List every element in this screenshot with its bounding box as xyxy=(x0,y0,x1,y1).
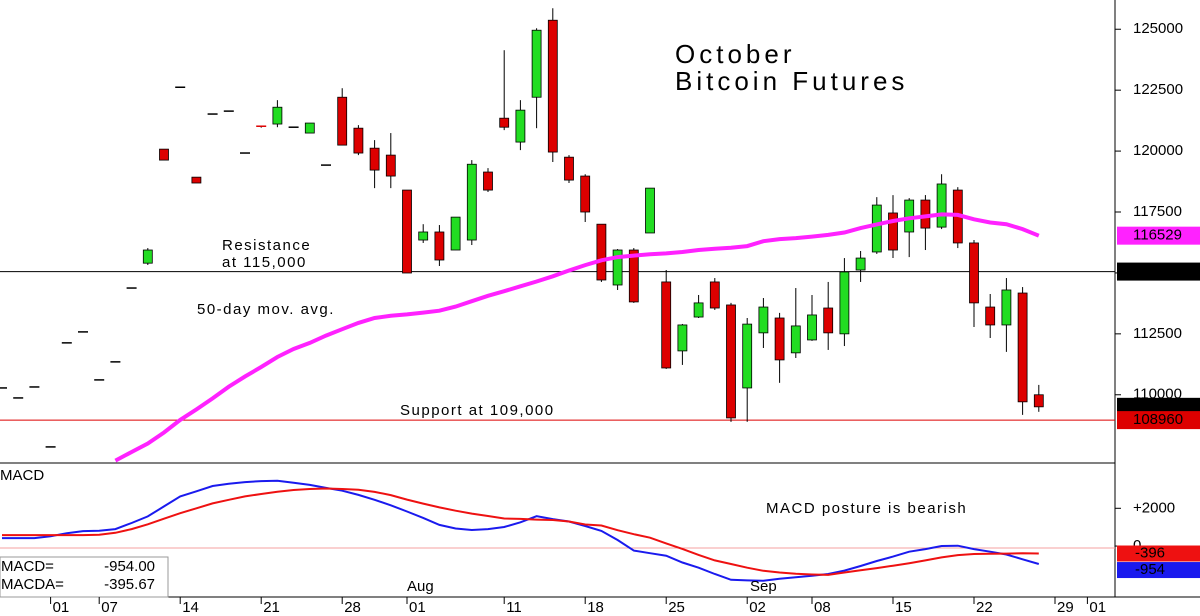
candle-body xyxy=(936,183,947,228)
annotation: Resistance xyxy=(222,237,311,254)
x-tick-label: 29 xyxy=(1057,599,1074,616)
candle-body xyxy=(564,156,574,181)
chart-title: October xyxy=(675,39,796,69)
x-tick-label: 18 xyxy=(587,599,604,616)
panel-title: MACD xyxy=(0,467,44,484)
x-tick-label: 01 xyxy=(53,599,70,616)
price-tag xyxy=(1117,226,1200,245)
y-tick-label: 120000 xyxy=(1133,142,1183,159)
candle-body xyxy=(855,257,866,271)
x-tick-label: 01 xyxy=(1089,599,1106,616)
candle-body xyxy=(807,314,817,341)
y-tick-label: 125000 xyxy=(1133,20,1183,37)
annotation: Support at 109,000 xyxy=(400,402,555,419)
candle-body xyxy=(628,249,639,303)
series-line xyxy=(2,479,1040,582)
chart-title: Bitcoin Futures xyxy=(675,66,908,96)
price-tag-label: 108960 xyxy=(1133,411,1183,428)
candle-body xyxy=(191,176,202,184)
candle-body xyxy=(888,212,898,251)
price-tag-label: 115055 xyxy=(1133,263,1182,280)
x-tick-label: 15 xyxy=(895,599,912,616)
candle-body xyxy=(304,122,315,134)
candle-body xyxy=(612,249,623,286)
candle-body xyxy=(790,325,801,354)
candle-body xyxy=(839,271,850,335)
candle-body xyxy=(596,223,607,281)
candle-body xyxy=(661,281,672,369)
x-tick-label: 11 xyxy=(506,599,522,616)
ma-label: 50-day mov. avg. xyxy=(197,301,335,318)
candle-body xyxy=(742,323,753,389)
y-tick-label: +2000 xyxy=(1133,499,1175,516)
candle-body xyxy=(418,231,429,241)
readout-name: MACDA= xyxy=(1,576,64,593)
candle-body xyxy=(1001,289,1012,326)
y-tick-label: 117500 xyxy=(1133,203,1182,220)
candle-body xyxy=(871,204,882,253)
candle-body xyxy=(159,148,169,161)
candle-body xyxy=(985,306,996,326)
candle-body xyxy=(726,304,736,419)
candle-body xyxy=(515,109,526,143)
readout-value: -954.00 xyxy=(104,558,155,575)
macd-tag xyxy=(1117,562,1200,579)
candle-body xyxy=(531,29,542,98)
candle-body xyxy=(337,96,348,146)
price-tag xyxy=(1117,262,1200,281)
y-tick-label: 112500 xyxy=(1133,325,1182,342)
annotation: at 115,000 xyxy=(222,254,307,271)
candle-body xyxy=(645,187,655,234)
candle-body xyxy=(677,324,688,352)
macd-tag-label: -396 xyxy=(1135,544,1165,561)
x-tick-label: 28 xyxy=(344,599,361,616)
x-tick-label: 14 xyxy=(182,599,199,616)
candle-body xyxy=(823,307,834,334)
price-tag-label: 109505 xyxy=(1133,398,1183,415)
candle-body xyxy=(466,163,477,241)
macd-tag-label: -954 xyxy=(1135,561,1165,578)
candle-body xyxy=(709,281,720,309)
price-tag xyxy=(1117,411,1200,430)
candle-body xyxy=(385,154,396,177)
candle-body xyxy=(774,317,785,361)
series-line xyxy=(2,487,1039,576)
candle-body xyxy=(142,249,153,264)
readout-value: -395.67 xyxy=(104,576,155,593)
candle-body xyxy=(499,117,510,128)
x-tick-label: 25 xyxy=(668,599,685,616)
candle-body xyxy=(693,302,704,318)
candle-body xyxy=(758,306,769,334)
candle-body xyxy=(1017,292,1028,403)
x-tick-label: 22 xyxy=(976,599,993,616)
readout-name: MACD= xyxy=(1,558,54,575)
candle-body xyxy=(434,231,445,261)
x-tick-label: 07 xyxy=(101,599,118,616)
x-tick-label: 01 xyxy=(409,599,426,616)
candle-body xyxy=(353,127,364,154)
candle-body xyxy=(402,189,412,274)
macd-tag xyxy=(1117,545,1200,562)
candle-body xyxy=(547,19,558,153)
candle-body xyxy=(580,175,591,213)
candle-body xyxy=(272,106,283,125)
candle-body xyxy=(969,242,979,304)
annotation: MACD posture is bearish xyxy=(766,500,967,517)
x-tick-label: 02 xyxy=(749,599,766,616)
candle-body xyxy=(369,147,380,171)
candle-body xyxy=(450,216,461,251)
x-tick-label: 08 xyxy=(814,599,831,616)
series-line xyxy=(114,212,1040,463)
candle-body xyxy=(1033,394,1044,408)
y-tick-label: 122500 xyxy=(1133,81,1183,98)
candle-body xyxy=(483,171,493,191)
month-label: Aug xyxy=(407,578,434,595)
month-label: Sep xyxy=(750,578,777,595)
readout-box xyxy=(0,556,169,598)
x-tick-label: 21 xyxy=(263,599,280,616)
price-tag-label: 116529 xyxy=(1133,227,1182,244)
